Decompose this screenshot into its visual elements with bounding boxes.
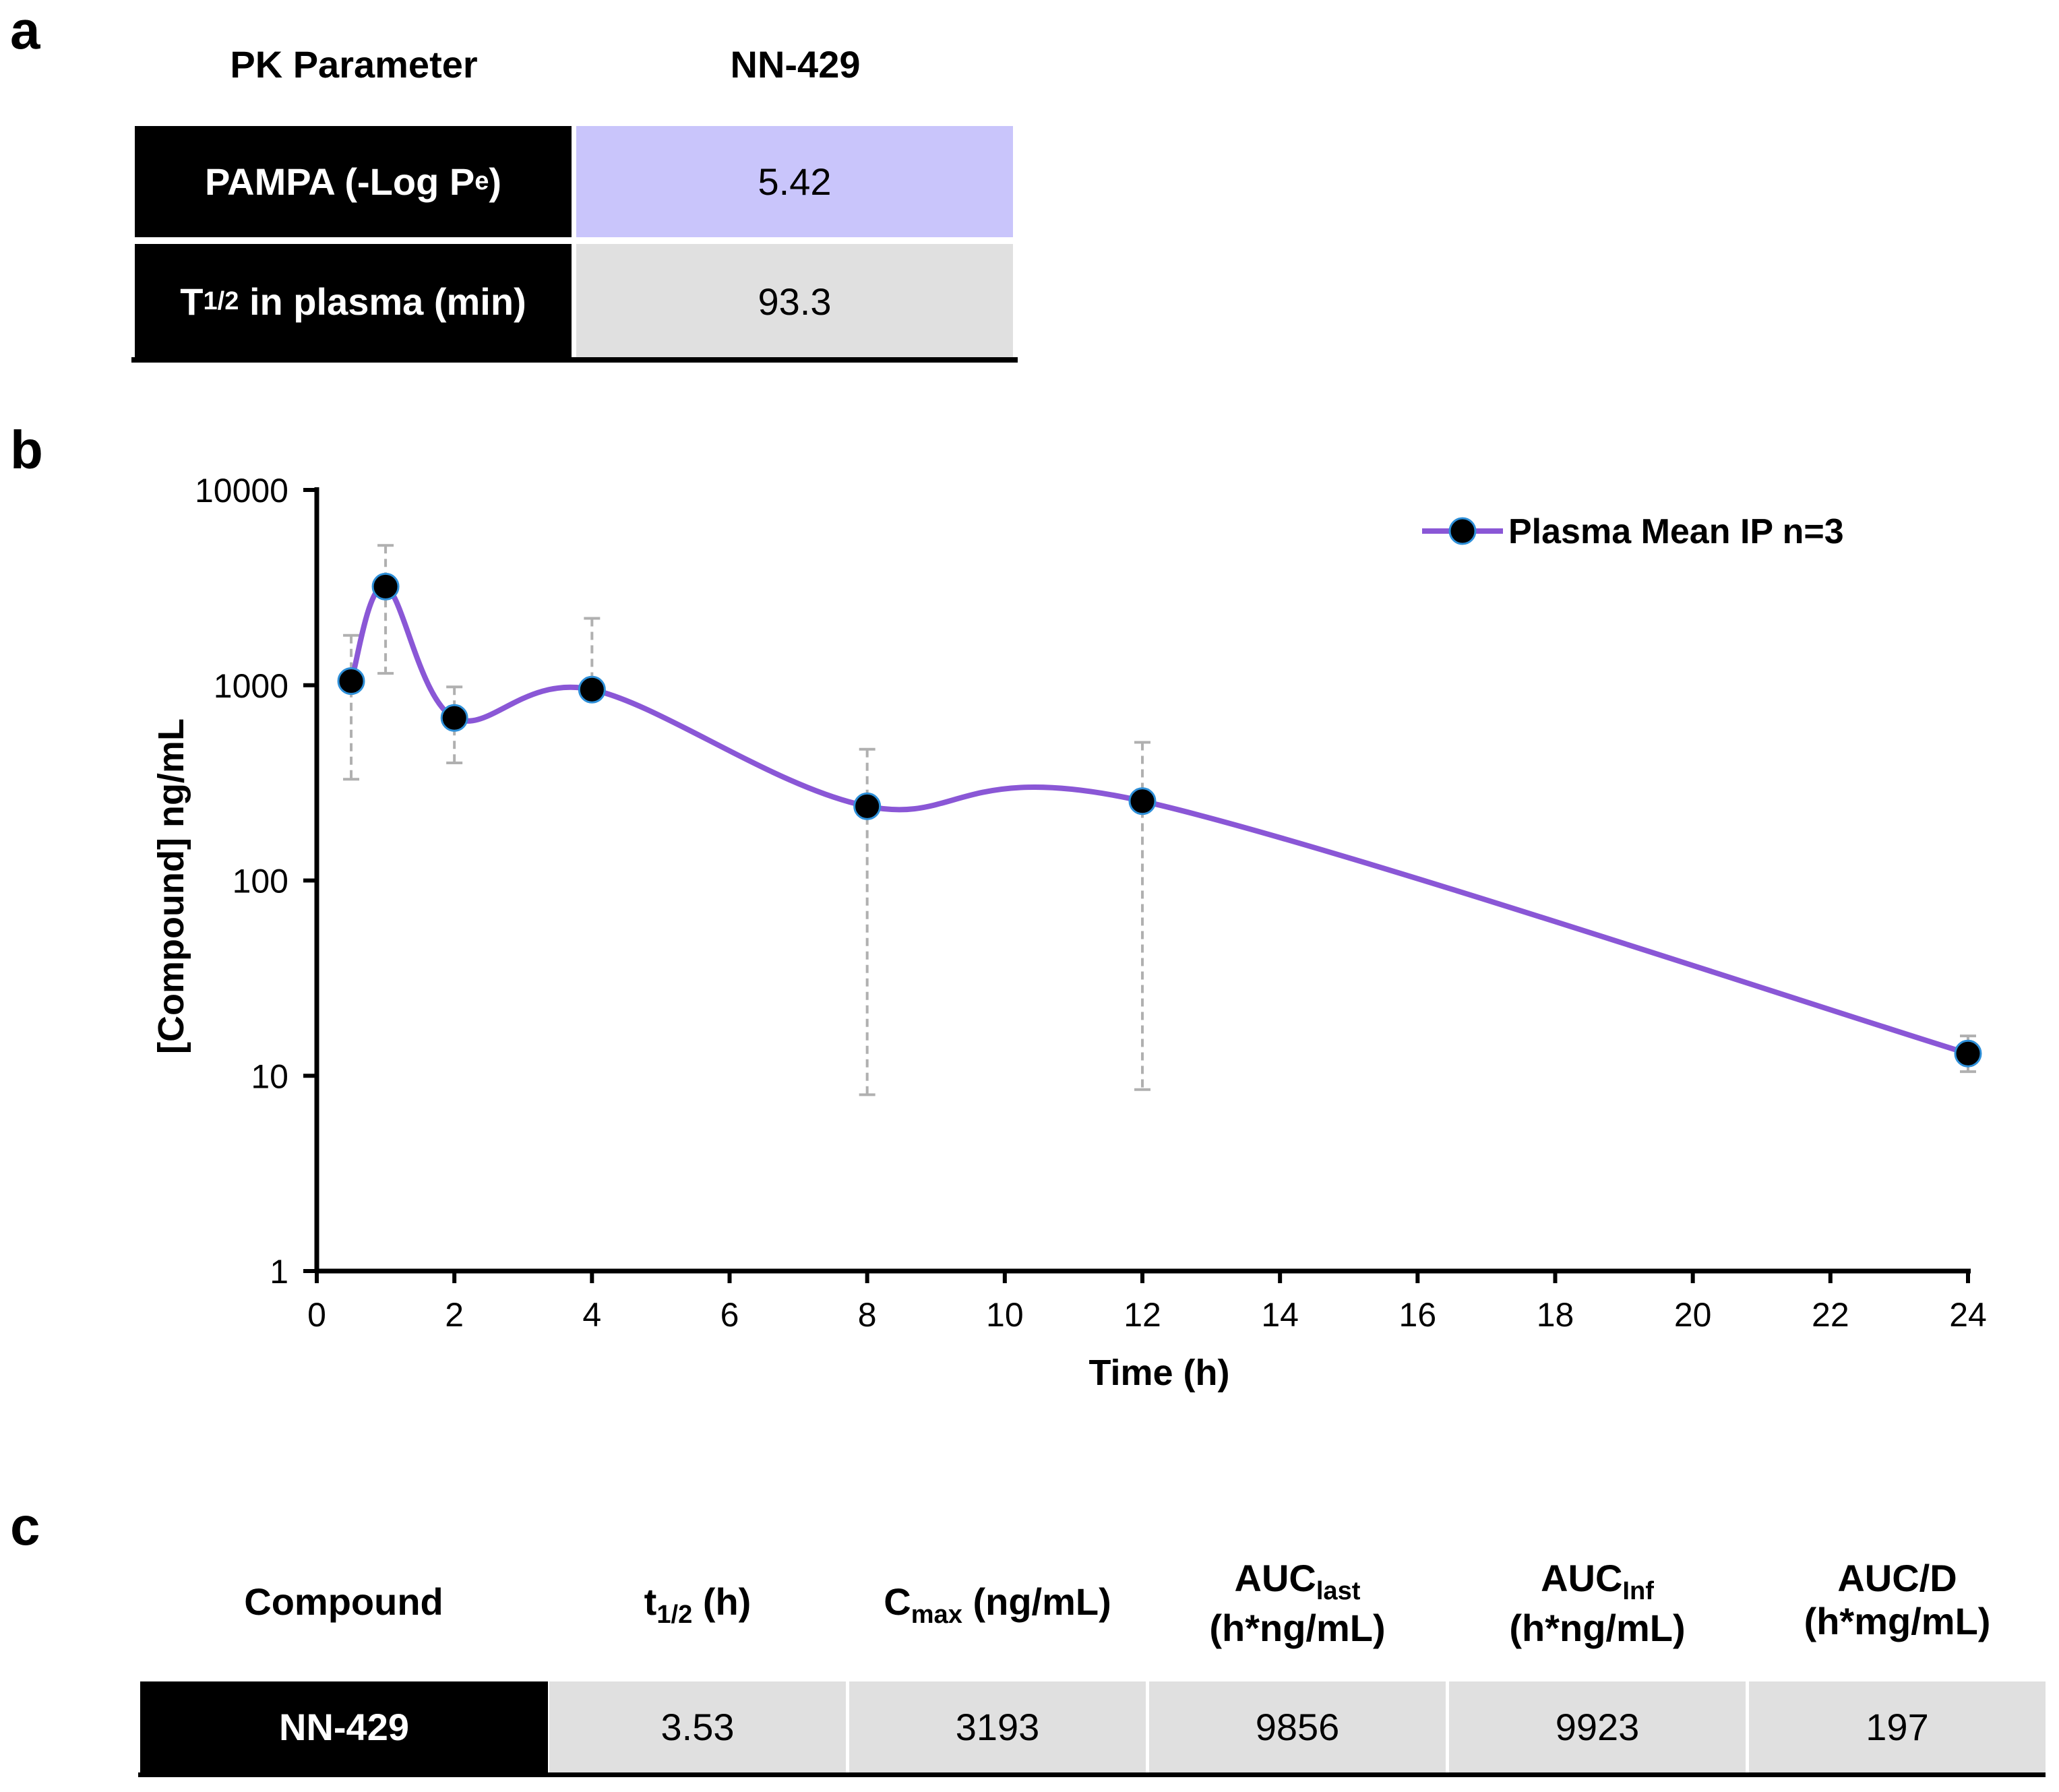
x-tick-label: 22: [1812, 1296, 1849, 1334]
thalf-plasma-value-cell: 93.3: [576, 244, 1013, 359]
panel-a-label: a: [10, 0, 40, 60]
auclast-header-sub: last: [1316, 1577, 1361, 1606]
y-tick-label: 1000: [214, 667, 288, 705]
thalf-header: t1/2 (h): [549, 1580, 846, 1630]
x-tick-label: 18: [1537, 1296, 1574, 1334]
data-point: [440, 704, 468, 732]
x-tick-label: 20: [1674, 1296, 1712, 1334]
x-tick-label: 2: [445, 1296, 464, 1334]
pk-parameter-header: PK Parameter: [230, 43, 478, 86]
aucd-header: AUC/D (h*mg/mL): [1749, 1557, 2046, 1644]
aucinf-header-sub: Inf: [1622, 1577, 1654, 1606]
aucinf-header-unit: (h*ng/mL): [1509, 1606, 1686, 1649]
aucd-value-cell: 197: [1749, 1681, 2046, 1772]
legend-label: Plasma Mean IP n=3: [1508, 512, 1844, 551]
thalf-plasma-param-cell: T 1/2 in plasma (min): [135, 244, 572, 359]
x-tick-label: 12: [1124, 1296, 1161, 1334]
thalf-value-cell: 3.53: [549, 1681, 846, 1772]
data-point: [371, 572, 400, 600]
pampa-value-cell: 5.42: [576, 126, 1013, 237]
legend-marker: [1448, 517, 1477, 545]
x-tick-label: 0: [307, 1296, 326, 1334]
series-line: [348, 584, 1969, 1057]
aucinf-header-main: AUC: [1541, 1557, 1623, 1599]
auclast-header-main: AUC: [1234, 1557, 1316, 1599]
data-point: [578, 675, 606, 704]
cmax-value-cell: 3193: [849, 1681, 1146, 1772]
x-tick-label: 8: [858, 1296, 877, 1334]
pampa-param-tail: ): [489, 160, 502, 203]
x-tick-label: 24: [1949, 1296, 1987, 1334]
x-tick-label: 4: [582, 1296, 601, 1334]
x-tick-label: 6: [720, 1296, 739, 1334]
y-axis-label: [Compound] ng/mL: [151, 718, 191, 1054]
cmax-header: Cmax (ng/mL): [849, 1580, 1146, 1630]
cmax-header-main: C: [884, 1580, 911, 1623]
x-tick-label: 10: [986, 1296, 1024, 1334]
compound-header-a: NN-429: [730, 43, 861, 86]
aucd-header-main: AUC/D: [1837, 1557, 1957, 1599]
x-tick-label: 16: [1399, 1296, 1437, 1334]
thalf-header-sub: 1/2: [656, 1601, 693, 1630]
auclast-header: AUClast (h*ng/mL): [1149, 1557, 1446, 1650]
y-tick-label: 100: [233, 863, 288, 900]
data-point: [1954, 1039, 1982, 1068]
aucinf-header: AUCInf (h*ng/mL): [1449, 1557, 1746, 1650]
data-point: [337, 667, 365, 696]
panel-b-label: b: [10, 420, 43, 480]
auclast-header-unit: (h*ng/mL): [1209, 1606, 1386, 1649]
table-a-bottom-rule: [131, 357, 1018, 363]
pampa-param-main: PAMPA (-Log P: [204, 160, 475, 203]
x-axis-label: Time (h): [1088, 1353, 1229, 1393]
data-point: [853, 792, 882, 820]
y-tick-label: 10000: [195, 472, 288, 509]
y-tick-label: 1: [270, 1253, 288, 1291]
thalf-plasma-sub: 1/2: [203, 286, 239, 315]
thalf-plasma-main: T: [180, 280, 204, 323]
aucinf-value-cell: 9923: [1449, 1681, 1746, 1772]
cmax-header-tail: (ng/mL): [962, 1580, 1111, 1623]
auclast-value-cell: 9856: [1149, 1681, 1446, 1772]
compound-cell: NN-429: [140, 1681, 548, 1772]
y-tick-label: 10: [251, 1057, 288, 1095]
aucd-header-unit: (h*mg/mL): [1804, 1600, 1991, 1643]
panel-c-label: c: [10, 1496, 40, 1556]
cmax-header-sub: max: [911, 1601, 962, 1630]
thalf-plasma-tail: in plasma (min): [239, 280, 526, 323]
pampa-param-sub: e: [474, 167, 489, 195]
data-point: [1128, 787, 1157, 815]
table-c-bottom-rule: [138, 1772, 2046, 1777]
thalf-header-tail: (h): [692, 1580, 751, 1623]
thalf-header-main: t: [644, 1580, 657, 1623]
compound-header-c: Compound: [244, 1580, 443, 1623]
x-tick-label: 14: [1261, 1296, 1299, 1334]
